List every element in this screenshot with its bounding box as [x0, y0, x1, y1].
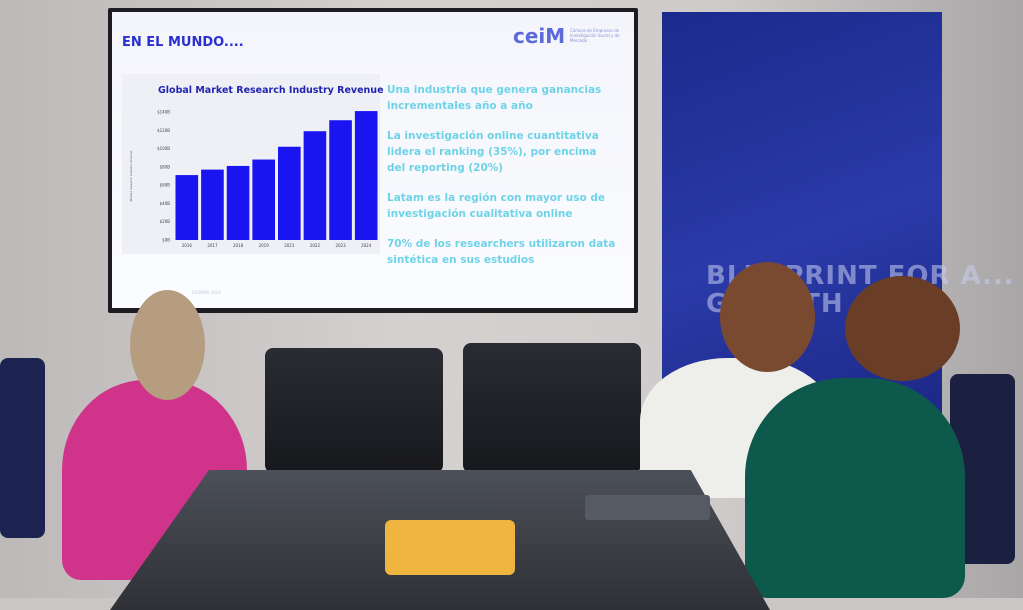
chart-title: Global Market Research Industry Revenue [158, 85, 384, 96]
y-axis-label: Market research industry revenue [129, 150, 133, 201]
y-tick-label: $100B [157, 146, 170, 151]
slide-bullets: Una industria que genera ganancias incre… [387, 82, 617, 282]
y-tick-label: $20B [160, 219, 171, 224]
tv-display: EN EL MUNDO.... ceiM Cámara de Empresas … [108, 8, 638, 313]
office-chair [265, 348, 443, 473]
presentation-slide: EN EL MUNDO.... ceiM Cámara de Empresas … [112, 12, 634, 308]
slide-title: EN EL MUNDO.... [122, 35, 244, 50]
y-tick-label: $60B [160, 183, 171, 188]
x-tick-label: 2023 [335, 243, 346, 248]
bar [303, 131, 327, 240]
x-tick-label: 2018 [233, 243, 244, 248]
revenue-bar-chart: Market research industry revenue $0B $20B $… [129, 110, 378, 248]
y-tick-label: $40B [160, 201, 171, 206]
office-chair [0, 358, 45, 538]
person-green-blazer [745, 378, 965, 598]
ceim-logo: ceiM [513, 24, 566, 48]
x-tick-label: 2024 [361, 243, 372, 248]
bullet-1: Una industria que genera ganancias incre… [387, 84, 602, 112]
bar [278, 146, 301, 240]
laptop [585, 495, 710, 520]
bar [329, 120, 352, 240]
slide-source: ESOMAR 2024 [192, 290, 221, 295]
person-head [720, 262, 815, 372]
x-tick-label: 2016 [182, 243, 193, 248]
bar [226, 165, 250, 240]
y-tick-label: $120B [157, 128, 170, 133]
x-tick-label: 2022 [310, 243, 321, 248]
bullet-3: Latam es la región con mayor uso de inve… [387, 192, 605, 220]
bar [201, 169, 224, 240]
y-tick-label: $140B [157, 110, 170, 115]
x-tick-label: 2017 [207, 243, 218, 248]
logo-subtitle: Cámara de Empresas de Investigación Soci… [570, 28, 620, 43]
bar [252, 159, 275, 240]
y-tick-label: $0B [162, 238, 170, 243]
y-tick-label: $80B [160, 164, 171, 169]
bullet-2: La investigación online cuantitativa lid… [387, 130, 599, 174]
person-head [130, 290, 205, 400]
office-chair [463, 343, 641, 473]
snack-plate [385, 520, 515, 575]
person-head [845, 276, 960, 381]
bar [354, 111, 378, 240]
x-tick-label: 2019 [259, 243, 270, 248]
bar [175, 175, 199, 240]
bullet-4: 70% de los researchers utilizaron data s… [387, 238, 616, 266]
x-tick-label: 2021 [284, 243, 295, 248]
